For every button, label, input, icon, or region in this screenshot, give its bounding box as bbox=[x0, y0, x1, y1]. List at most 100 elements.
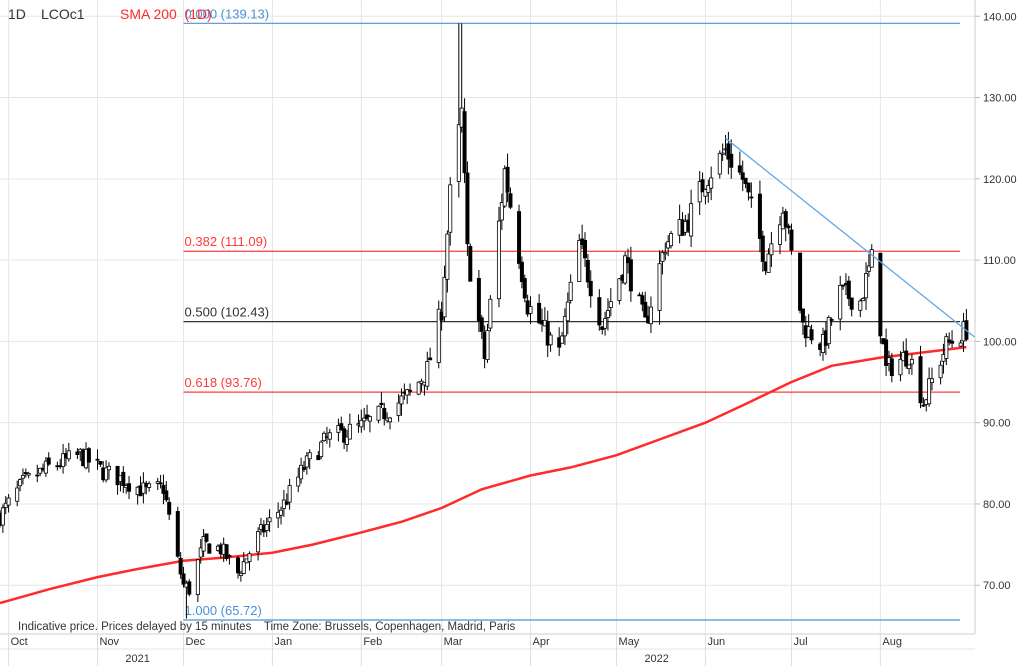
candle bbox=[660, 250, 665, 275]
candle-body bbox=[396, 402, 401, 416]
candle-body bbox=[907, 364, 912, 370]
candle-body bbox=[800, 308, 805, 323]
candle bbox=[869, 244, 874, 268]
candle bbox=[227, 554, 232, 565]
candle-body bbox=[399, 395, 404, 405]
candle bbox=[20, 468, 25, 485]
candle bbox=[416, 381, 421, 396]
x-month-label: Aug bbox=[882, 636, 902, 648]
candle bbox=[224, 544, 229, 561]
candle-body bbox=[864, 273, 869, 299]
candle bbox=[327, 428, 332, 448]
interval-label[interactable]: 1D bbox=[8, 6, 26, 22]
candle bbox=[789, 223, 794, 255]
candle-body bbox=[858, 300, 863, 311]
candle bbox=[344, 429, 349, 452]
fib-level-label: 0.500 (102.43) bbox=[185, 305, 270, 320]
candle bbox=[247, 551, 252, 571]
candle bbox=[689, 189, 694, 247]
x-month-label: Nov bbox=[100, 636, 120, 648]
candle-body bbox=[287, 485, 292, 503]
candle-body bbox=[347, 423, 352, 440]
candle-body bbox=[743, 177, 748, 185]
candle-body bbox=[445, 233, 450, 280]
candle-body bbox=[528, 306, 533, 314]
candle-body bbox=[866, 265, 871, 272]
candle-body bbox=[6, 497, 11, 506]
candle-body bbox=[648, 306, 653, 325]
candle bbox=[6, 494, 11, 513]
candle-body bbox=[660, 251, 665, 262]
x-month-label: Dec bbox=[186, 636, 206, 648]
candle-body bbox=[605, 310, 610, 318]
candle-body bbox=[689, 203, 694, 237]
candle-body bbox=[405, 389, 410, 396]
candle-body bbox=[740, 172, 745, 180]
candle bbox=[379, 391, 384, 409]
candle bbox=[405, 388, 410, 405]
y-tick-label: 110.00 bbox=[983, 255, 1016, 267]
candle bbox=[367, 415, 372, 433]
candle bbox=[66, 442, 71, 462]
candle-body bbox=[809, 329, 814, 341]
candle-body bbox=[938, 364, 943, 379]
candle-body bbox=[204, 533, 209, 542]
trendline-layer[interactable] bbox=[725, 137, 976, 338]
text-layer: 1D LCOc1 SMA 200 (1D) Indicative price. … bbox=[8, 6, 516, 633]
candle bbox=[301, 461, 306, 473]
candle-body bbox=[700, 179, 705, 193]
candle-body bbox=[849, 297, 854, 310]
candle-body bbox=[436, 308, 441, 363]
candle bbox=[339, 416, 344, 431]
fib-level-label: 0.382 (111.09) bbox=[185, 234, 268, 249]
candle-body bbox=[841, 284, 846, 287]
candle-body bbox=[709, 177, 714, 189]
candle bbox=[907, 364, 912, 375]
resistance-trendline[interactable] bbox=[725, 137, 976, 338]
candle bbox=[158, 474, 163, 489]
candle bbox=[485, 323, 490, 363]
candle bbox=[958, 339, 963, 347]
candle-body bbox=[141, 482, 146, 494]
candle-body bbox=[327, 432, 332, 440]
candle-body bbox=[227, 555, 232, 557]
candle-body bbox=[909, 358, 914, 365]
candle-body bbox=[878, 252, 883, 337]
candle bbox=[488, 295, 493, 332]
candle bbox=[938, 360, 943, 385]
candle bbox=[709, 166, 714, 201]
candle bbox=[505, 153, 510, 203]
candle bbox=[241, 552, 246, 575]
candle-body bbox=[568, 281, 573, 301]
symbol-label[interactable]: LCOc1 bbox=[41, 6, 85, 22]
candle bbox=[468, 243, 473, 282]
candle bbox=[864, 262, 869, 310]
fibonacci-levels[interactable]: 0.000 (139.13) 0.382 (111.09) 0.500 (102.4… bbox=[183, 6, 960, 621]
candle-body bbox=[104, 467, 109, 481]
candle bbox=[861, 296, 866, 302]
candle bbox=[86, 447, 91, 473]
candle bbox=[15, 480, 20, 507]
candle bbox=[743, 177, 748, 189]
candle bbox=[508, 187, 513, 210]
sma-legend-label[interactable]: SMA 200 (1D) bbox=[120, 6, 212, 22]
candle bbox=[548, 331, 553, 352]
footer-note: Indicative price. Prices delayed by 15 m… bbox=[18, 621, 516, 633]
candle bbox=[161, 474, 166, 505]
candle bbox=[878, 252, 883, 344]
candle bbox=[167, 497, 172, 521]
candle-body bbox=[545, 321, 550, 346]
candle-body bbox=[38, 467, 43, 474]
candle bbox=[809, 324, 814, 345]
candle bbox=[198, 539, 203, 564]
candle-body bbox=[617, 278, 622, 301]
candle bbox=[517, 204, 522, 269]
candles-layer bbox=[0, 23, 969, 619]
candle bbox=[909, 354, 914, 375]
candle bbox=[706, 179, 711, 203]
candle-body bbox=[178, 557, 183, 575]
candle-body bbox=[720, 152, 725, 155]
candle bbox=[61, 444, 66, 474]
